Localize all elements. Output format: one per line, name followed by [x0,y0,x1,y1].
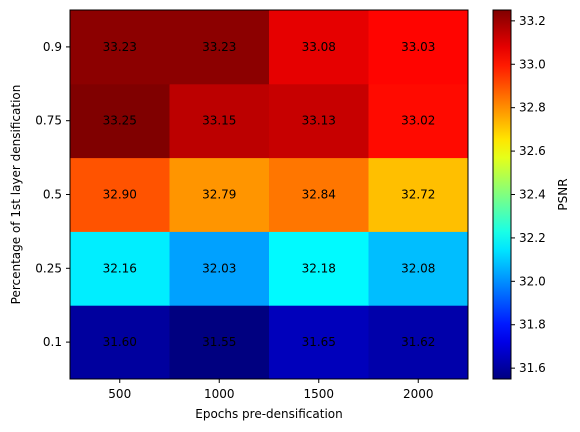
colorbar-tick-label: 33.0 [519,57,546,71]
cell-value-label: 33.13 [302,114,336,128]
cell-value-label: 33.02 [401,114,435,128]
heatmap-cell [169,305,270,380]
cell-value-label: 33.08 [302,40,336,54]
heatmap-cell [269,231,369,306]
cell-value-label: 32.08 [401,261,435,275]
cell-value-label: 33.23 [103,40,137,54]
cell-value-label: 32.72 [401,188,435,202]
cell-value-label: 31.62 [401,335,435,349]
y-axis-ticks: 0.1 0.25 0.5 0.75 0.9 [35,40,70,349]
cell-value-label: 31.65 [302,335,336,349]
heatmap-cell [269,157,369,232]
heatmap-cell [368,305,469,380]
cell-value-label: 31.60 [103,335,137,349]
heatmap-cell [269,10,369,85]
heatmap-cell [269,305,369,380]
colorbar-tick-label: 32.0 [519,274,546,288]
cell-value-label: 32.90 [103,188,137,202]
cell-value-label: 32.16 [103,261,137,275]
y-tick-label: 0.75 [35,114,62,128]
x-tick-label: 1000 [204,387,235,401]
x-tick-label: 500 [108,387,131,401]
cell-value-label: 32.18 [302,261,336,275]
heatmap-cell [368,83,469,159]
y-tick-label: 0.1 [43,335,62,349]
heatmap-cell [169,10,270,85]
colorbar-tick-label: 32.8 [519,101,546,115]
colorbar-tick-label: 32.2 [519,231,546,245]
heatmap-cell [269,83,369,159]
colorbar-tick-label: 32.4 [519,188,546,202]
y-tick-label: 0.5 [43,188,62,202]
x-tick-label: 1500 [303,387,334,401]
x-axis-label: Epochs pre-densification [195,407,343,421]
heatmap-cell [70,231,170,306]
heatmap-cell [70,10,170,85]
colorbar-tick-label: 32.6 [519,144,546,158]
y-tick-label: 0.9 [43,40,62,54]
cell-value-label: 31.55 [202,335,236,349]
heatmap-cell [368,231,469,306]
heatmap-cell [70,83,170,159]
cell-value-label: 33.03 [401,40,435,54]
heatmap-cell [70,305,170,380]
cell-value-label: 33.23 [202,40,236,54]
y-axis-label: Percentage of 1st layer densification [9,85,23,305]
cell-value-label: 32.79 [202,188,236,202]
colorbar-ticks: 31.6 31.8 32.0 32.2 32.4 32.6 32.8 33.0 33.2 [511,14,546,375]
cell-value-label: 32.03 [202,261,236,275]
heatmap-cell [70,157,170,232]
y-tick-label: 0.25 [35,261,62,275]
heatmap-cell [169,157,270,232]
heatmap-cell [368,157,469,232]
colorbar-tick-label: 31.6 [519,361,546,375]
x-tick-label: 2000 [403,387,434,401]
colorbar [492,9,512,380]
heatmap-cell-labels: 31.60 31.55 31.65 31.62 32.16 32.03 32.18 32.08… [103,40,436,349]
cell-value-label: 33.25 [103,114,137,128]
colorbar-tick-label: 33.2 [519,14,546,28]
heatmap-cell [169,231,270,306]
x-axis-ticks: 500 1000 1500 2000 [108,379,434,401]
colorbar-label: PSNR [556,178,570,210]
colorbar-tick-label: 31.8 [519,318,546,332]
cell-value-label: 32.84 [302,188,336,202]
cell-value-label: 33.15 [202,114,236,128]
heatmap-cells [70,10,469,380]
heatmap-cell [368,10,469,85]
heatmap-cell [169,83,270,159]
